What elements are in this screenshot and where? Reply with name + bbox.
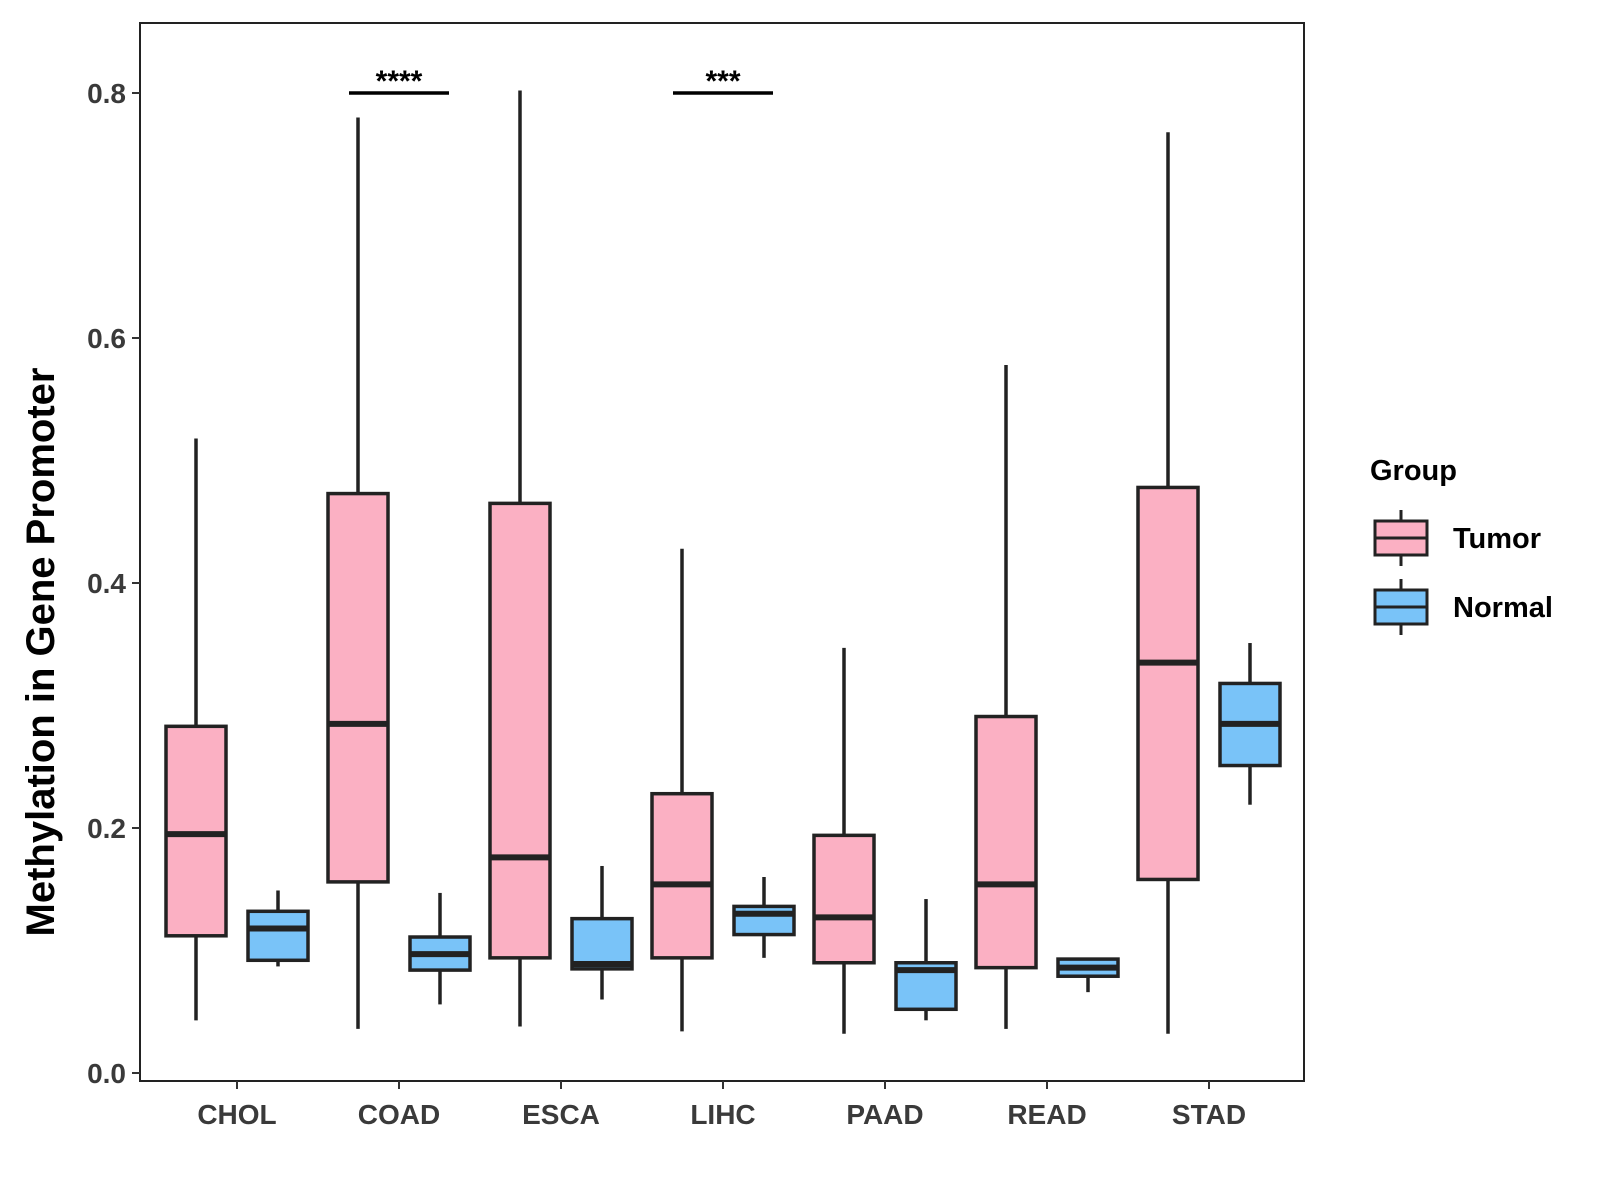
box-iqr xyxy=(246,909,310,963)
legend: Group Tumor Normal xyxy=(1370,455,1553,635)
legend-label: Normal xyxy=(1453,592,1553,624)
box-tumor-coad xyxy=(326,117,390,1029)
x-tick-label: PAAD xyxy=(846,1099,923,1130)
box-iqr xyxy=(326,491,390,884)
box-iqr xyxy=(1136,485,1200,882)
box-tumor-esca xyxy=(488,90,552,1027)
box-iqr xyxy=(812,833,876,965)
y-tick-label: 0.2 xyxy=(87,813,126,844)
box-normal-stad xyxy=(1218,643,1282,805)
y-tick-label: 0.6 xyxy=(87,323,126,354)
significance-coad: **** xyxy=(349,65,449,98)
significance-lihc: *** xyxy=(673,65,773,98)
y-tick-label: 0.4 xyxy=(87,568,126,599)
x-tick-label: COAD xyxy=(358,1099,440,1130)
legend-item-tumor: Tumor xyxy=(1373,510,1541,566)
y-tick-label: 0.0 xyxy=(87,1058,126,1089)
box-tumor-lihc xyxy=(650,548,714,1032)
box-normal-lihc xyxy=(732,877,796,958)
legend-title: Group xyxy=(1370,455,1457,487)
x-tick-label: CHOL xyxy=(197,1099,276,1130)
significance-label: **** xyxy=(376,65,423,98)
box-normal-paad xyxy=(894,899,958,1021)
x-tick-label: LIHC xyxy=(690,1099,755,1130)
y-axis-label: Methylation in Gene Promoter xyxy=(19,368,63,937)
box-tumor-paad xyxy=(812,647,876,1034)
plot-area: **** *** xyxy=(164,65,1282,1034)
box-tumor-read xyxy=(974,364,1038,1029)
x-tick-label: STAD xyxy=(1172,1099,1246,1130)
x-tick-label: READ xyxy=(1007,1099,1086,1130)
significance-label: *** xyxy=(705,65,740,98)
y-tick-label: 0.8 xyxy=(87,78,126,109)
box-iqr xyxy=(488,501,552,960)
box-iqr xyxy=(570,916,634,971)
box-iqr xyxy=(732,904,796,937)
legend-label: Tumor xyxy=(1453,523,1541,555)
axes: 0.0 0.2 0.4 0.6 0.8 CHOL COAD ESCA LIHC PAAD READ S… xyxy=(87,78,1246,1130)
box-tumor-stad xyxy=(1136,132,1200,1034)
box-normal-chol xyxy=(246,890,310,967)
box-tumor-chol xyxy=(164,438,228,1021)
box-normal-read xyxy=(1056,957,1120,993)
box-iqr xyxy=(164,724,228,938)
box-normal-esca xyxy=(570,865,634,1000)
legend-item-normal: Normal xyxy=(1373,579,1553,635)
box-iqr xyxy=(650,791,714,960)
x-tick-label: ESCA xyxy=(522,1099,600,1130)
box-iqr xyxy=(974,714,1038,970)
box-normal-coad xyxy=(408,892,472,1005)
